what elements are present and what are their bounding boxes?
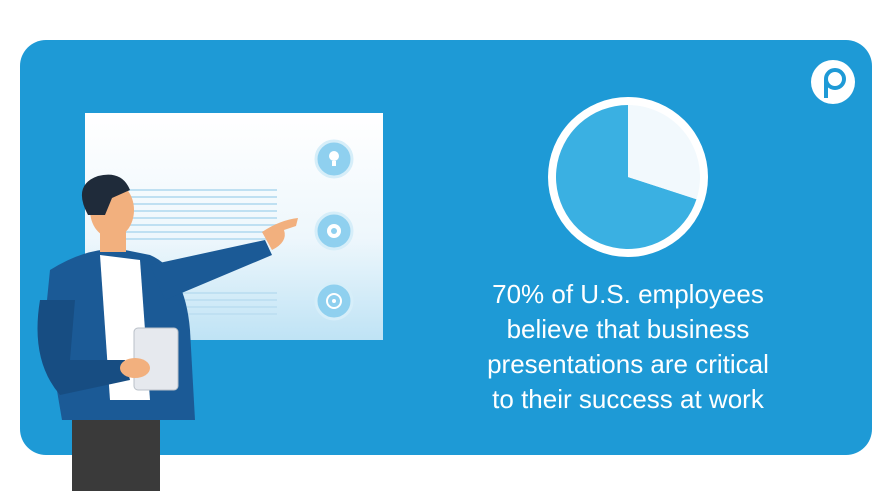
caption-line: to their success at work (492, 384, 765, 414)
caption: 70% of U.S. employees believe that busine… (487, 279, 769, 414)
pie-slice (628, 104, 700, 200)
pie-slice (555, 105, 697, 249)
presenter-illustration (37, 174, 298, 491)
caption-line: 70% of U.S. employees (492, 279, 764, 309)
caption-line: believe that business (507, 314, 750, 344)
presentation-board (85, 113, 383, 340)
logo (811, 60, 855, 104)
caption-line: presentations are critical (487, 349, 769, 379)
pie (555, 104, 700, 249)
